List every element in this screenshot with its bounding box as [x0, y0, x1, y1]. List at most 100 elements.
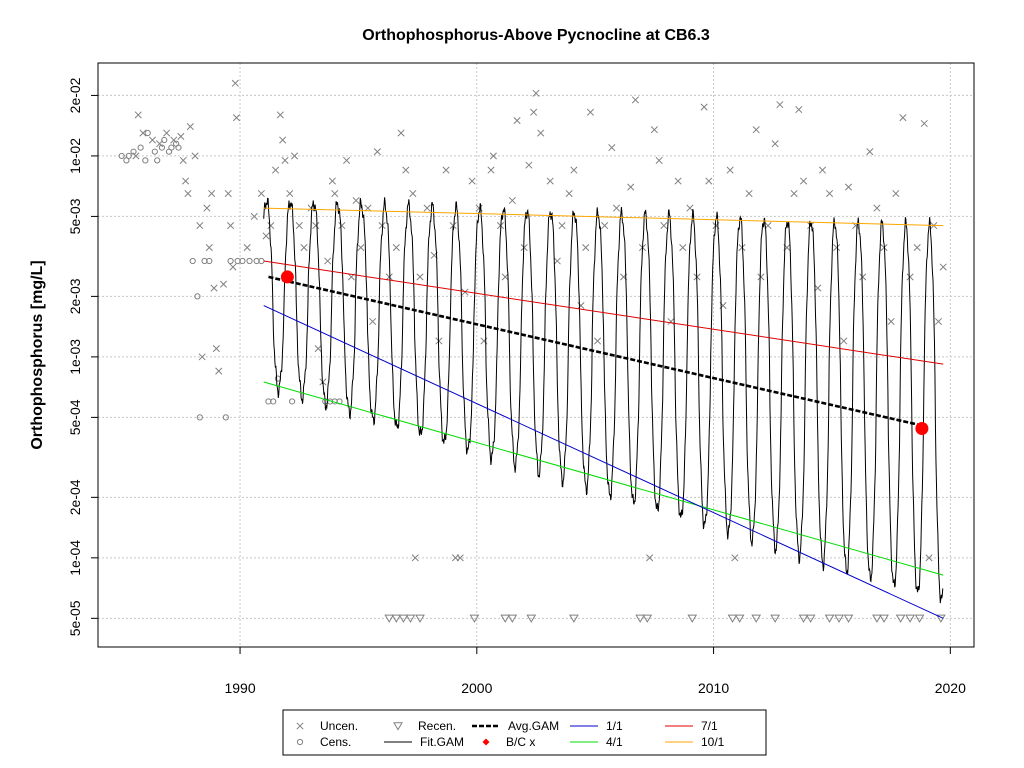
uncensored-point	[262, 232, 270, 240]
uncensored-point	[328, 177, 336, 185]
uncensored-point	[369, 317, 377, 326]
x-mark-stroke	[906, 273, 914, 281]
legend-box	[282, 709, 767, 756]
axes: 1990 2000 2010 2020 5e-05 1e-04 2e-04 5e-04 1e-0…	[67, 77, 966, 696]
legend-label: Uncen.	[320, 719, 358, 733]
x-mark-stroke	[627, 183, 635, 191]
bc-marker	[280, 270, 294, 284]
x-mark-stroke	[833, 243, 841, 252]
uncensored-point	[212, 345, 220, 353]
uncensored-point	[295, 222, 303, 230]
uncensored-point	[612, 204, 621, 212]
x-mark-stroke	[184, 189, 192, 198]
fit-gam-line	[263, 197, 944, 604]
uncensored-point	[331, 189, 339, 198]
uncensored-point	[300, 243, 308, 252]
x-mark-stroke	[272, 166, 280, 174]
uncensored-point	[892, 189, 900, 198]
uncensored-point	[513, 116, 521, 125]
x-mark-stroke	[423, 204, 431, 212]
uncensored-point	[134, 111, 142, 119]
legend-x-icon	[296, 722, 304, 730]
uncensored-point	[385, 273, 393, 281]
censored-point	[175, 144, 182, 151]
x-mark-stroke	[324, 257, 332, 265]
recensored-point	[798, 614, 809, 623]
legend-item: Uncen.	[296, 719, 358, 733]
y-tick-label: 5e-05	[67, 600, 83, 636]
x-mark-stroke	[170, 136, 178, 144]
uncensored-point	[913, 243, 921, 252]
x-mark-stroke	[208, 189, 216, 198]
x-mark-stroke	[546, 177, 554, 185]
plot-frame	[97, 62, 975, 648]
uncensored-point	[674, 177, 682, 185]
x-mark-stroke	[799, 177, 808, 185]
uncensored-point	[873, 204, 881, 212]
x-mark-stroke	[357, 243, 365, 252]
legend-item: 10/1	[665, 735, 725, 749]
x-mark-stroke	[148, 136, 157, 144]
legend-item: Avg.GAM	[472, 719, 559, 733]
uncensored-point	[224, 189, 232, 198]
censored-point	[289, 398, 296, 405]
uncensored-point	[177, 132, 185, 141]
uncensored-point	[139, 129, 147, 137]
x-mark-stroke	[913, 243, 921, 252]
legend-triangle-icon	[393, 722, 403, 731]
x-mark-stroke	[243, 243, 251, 252]
censored-point	[227, 257, 234, 265]
uncensored-point	[357, 243, 365, 252]
legend-item: Cens.	[296, 735, 351, 749]
x-mark-stroke	[231, 79, 239, 87]
recensored-point	[405, 614, 416, 623]
legend-label: 4/1	[606, 735, 623, 749]
recensored-point	[526, 614, 537, 623]
x-mark-stroke	[674, 177, 682, 185]
uncensored-point	[887, 317, 895, 326]
uncensored-point	[608, 144, 616, 152]
x-mark-stroke	[227, 222, 235, 230]
uncensored-point	[231, 79, 239, 87]
recensored-point	[391, 614, 402, 623]
uncensored-point	[906, 273, 914, 281]
x-mark-stroke	[229, 263, 237, 271]
legend-item: Fit.GAM	[384, 735, 464, 749]
x-mark-stroke	[508, 196, 516, 205]
x-mark-stroke	[700, 103, 708, 111]
y-tick-label: 1e-03	[67, 339, 83, 375]
uncensored-point	[170, 136, 178, 144]
x-mark-stroke	[586, 108, 595, 116]
x-mark-stroke	[612, 204, 621, 212]
uncensored-point	[156, 140, 164, 148]
x-tick-label: 2000	[461, 680, 492, 696]
uncensored-point	[738, 243, 746, 252]
uncensored-point	[205, 243, 213, 252]
uncensored-point	[660, 222, 668, 230]
legend-label: 7/1	[701, 719, 718, 733]
uncensored-point	[286, 189, 294, 198]
x-mark-stroke	[296, 722, 304, 730]
y-tick-label: 5e-03	[67, 198, 83, 234]
uncensored-point	[442, 166, 450, 174]
uncensored-point	[939, 263, 947, 271]
uncensored-point	[148, 136, 157, 144]
x-mark-stroke	[205, 243, 213, 252]
x-mark-stroke	[328, 177, 336, 185]
uncensored-point	[378, 222, 386, 230]
uncensored-point	[196, 222, 204, 230]
recensored-point	[398, 614, 409, 623]
censored-point	[144, 129, 151, 137]
uncensored-point	[731, 554, 739, 562]
x-mark-stroke	[558, 222, 566, 230]
uncensored-point	[352, 196, 360, 205]
censored-point	[137, 144, 144, 151]
legend-label: Fit.GAM	[420, 735, 464, 749]
censored-point	[168, 144, 175, 151]
x-mark-stroke	[570, 166, 578, 174]
x-mark-stroke	[250, 212, 258, 220]
censored-point	[336, 398, 343, 405]
uncensored-point	[705, 177, 713, 185]
x-mark-stroke	[530, 108, 538, 116]
recensored-point	[687, 614, 698, 623]
